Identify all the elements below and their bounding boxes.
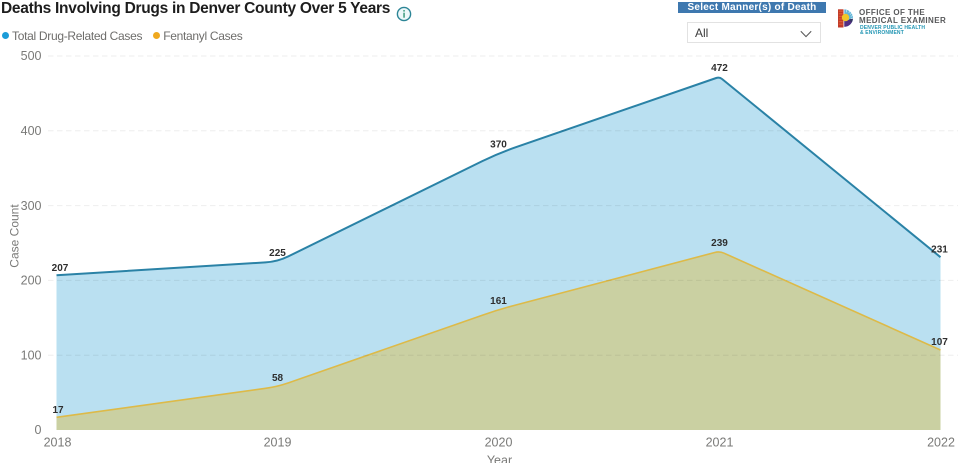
svg-text:2018: 2018 — [44, 436, 72, 450]
svg-text:2019: 2019 — [264, 436, 292, 450]
svg-text:Year: Year — [487, 454, 512, 463]
svg-text:300: 300 — [21, 199, 42, 213]
svg-text:Case Count: Case Count — [8, 204, 22, 268]
svg-text:225: 225 — [269, 248, 286, 259]
svg-text:100: 100 — [21, 348, 42, 362]
svg-text:200: 200 — [21, 274, 42, 288]
svg-text:500: 500 — [21, 49, 42, 63]
svg-text:107: 107 — [931, 337, 948, 348]
svg-text:231: 231 — [931, 245, 948, 256]
svg-text:2020: 2020 — [485, 436, 513, 450]
svg-text:207: 207 — [52, 263, 69, 274]
svg-text:472: 472 — [711, 63, 728, 74]
svg-text:2022: 2022 — [927, 436, 955, 450]
svg-text:17: 17 — [52, 405, 64, 416]
svg-text:239: 239 — [711, 238, 728, 249]
svg-text:58: 58 — [272, 373, 284, 384]
svg-text:400: 400 — [21, 124, 42, 138]
svg-text:2021: 2021 — [706, 436, 734, 450]
svg-text:370: 370 — [490, 140, 507, 151]
svg-text:161: 161 — [490, 296, 507, 307]
svg-text:0: 0 — [35, 423, 42, 437]
